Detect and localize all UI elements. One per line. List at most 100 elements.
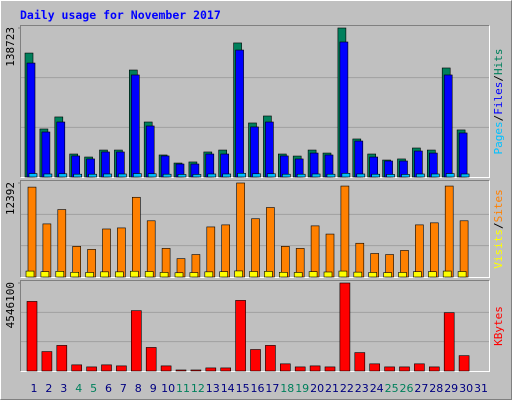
bar (221, 224, 230, 278)
y-tick-label: 4546100 (4, 282, 17, 328)
x-tick-label: 21 (325, 382, 339, 395)
bar (28, 173, 38, 178)
bar (399, 366, 410, 372)
bar (133, 173, 142, 178)
bar (429, 222, 439, 278)
bar (293, 272, 303, 278)
bar (279, 155, 289, 178)
bar (40, 271, 50, 278)
legend-entry: Files (492, 82, 505, 115)
bar (384, 366, 395, 372)
x-tick-label: 14 (221, 382, 235, 395)
legend-separator: / (492, 115, 505, 122)
bar (443, 312, 455, 372)
bar (427, 271, 437, 278)
bar (339, 41, 349, 178)
legend-entry: Pages (492, 121, 505, 154)
x-tick-label: 11 (176, 382, 190, 395)
bar (416, 173, 425, 178)
x-tick-label: 4 (75, 382, 82, 395)
bar (309, 152, 319, 178)
bar (414, 363, 425, 372)
bar (57, 209, 67, 278)
bar (339, 282, 351, 372)
legend-entry: Visits (492, 229, 505, 269)
bar (368, 272, 378, 278)
bar (177, 174, 187, 178)
bar (413, 271, 422, 278)
legend-separator: / (492, 75, 505, 82)
bar (115, 271, 124, 278)
x-tick-label: 20 (310, 382, 324, 395)
x-tick-label: 6 (105, 382, 112, 395)
bar (264, 271, 273, 278)
bar (323, 271, 333, 278)
bar (235, 49, 244, 178)
bar (457, 271, 467, 278)
y-tick-label: 138723 (4, 27, 17, 67)
bar (56, 121, 66, 178)
bar (296, 173, 306, 178)
x-tick-label: 31 (474, 382, 488, 395)
legend: Pages/Files/Hits (492, 49, 505, 155)
x-tick-label: 8 (135, 382, 142, 395)
x-tick-label: 15 (236, 382, 250, 395)
x-tick-label: 17 (265, 382, 279, 395)
bar (265, 345, 276, 372)
bar (311, 173, 321, 178)
bar (398, 272, 407, 278)
bar (371, 173, 381, 178)
bar (132, 196, 141, 278)
x-tick-label: 10 (161, 382, 175, 395)
bar (354, 352, 366, 372)
panel-border-dark (20, 180, 490, 278)
bar (401, 174, 410, 178)
bar (235, 300, 246, 372)
bar (219, 271, 228, 278)
bar (189, 272, 199, 278)
x-tick-label: 16 (251, 382, 265, 395)
bar (250, 126, 259, 178)
bar (309, 365, 321, 372)
x-tick-label: 19 (295, 382, 309, 395)
bar (249, 271, 258, 278)
bar (338, 270, 348, 278)
bar (71, 364, 82, 372)
legend-separator: / (492, 222, 505, 229)
bar (101, 151, 110, 178)
bar (444, 185, 454, 278)
bar (252, 173, 261, 178)
bar (41, 131, 51, 178)
bar (308, 271, 318, 278)
bar (207, 173, 217, 178)
bar (102, 228, 111, 278)
bar (326, 173, 336, 178)
x-tick-label: 29 (444, 382, 458, 395)
bar (86, 366, 97, 372)
bar (236, 182, 245, 278)
bar (324, 154, 334, 178)
panel-border-dark (20, 25, 490, 178)
x-tick-label: 23 (355, 382, 369, 395)
bar (265, 121, 274, 178)
bar (159, 272, 169, 278)
chart-title: Daily usage for November 2017 (20, 8, 221, 22)
x-tick-label: 13 (206, 382, 220, 395)
x-tick-label: 12 (191, 382, 205, 395)
bar (56, 345, 68, 372)
bar (458, 355, 470, 372)
legend-entry: KBytes (492, 306, 505, 346)
bar (146, 220, 156, 278)
bar (205, 367, 217, 372)
bar (27, 186, 37, 278)
bar (251, 218, 260, 278)
bar (70, 271, 79, 278)
bar (279, 363, 291, 372)
bar (310, 225, 320, 278)
bar (220, 367, 231, 372)
bar (25, 270, 35, 278)
bar (100, 271, 109, 278)
bar (73, 173, 82, 178)
x-tick-label: 2 (45, 382, 52, 395)
